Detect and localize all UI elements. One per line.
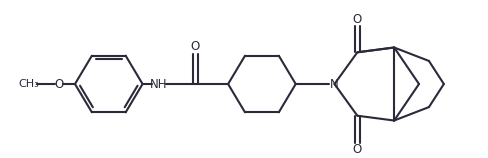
Text: O: O [54, 78, 63, 91]
Text: CH₃: CH₃ [19, 79, 40, 89]
Text: O: O [352, 143, 361, 156]
Text: NH: NH [149, 78, 167, 91]
Text: N: N [329, 78, 338, 91]
Text: O: O [190, 40, 200, 53]
Text: O: O [352, 13, 361, 26]
